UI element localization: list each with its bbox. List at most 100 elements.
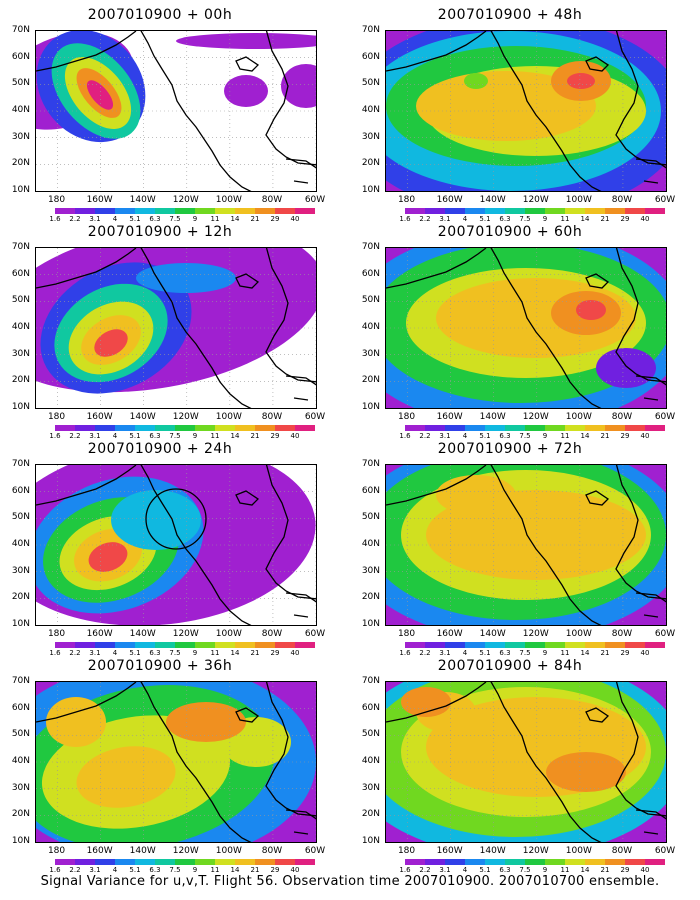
- map-panel-00h: 2007010900 + 00h 70N 60N 50N 40N 30N 20N 10N 18…: [0, 5, 340, 223]
- lat-tick-label: 10N: [11, 402, 30, 412]
- colorbar-swatch: [235, 859, 255, 865]
- colorbar-swatch: [645, 425, 665, 431]
- colorbar-swatch: [485, 642, 505, 648]
- colorbar-label: 9: [542, 432, 548, 440]
- lon-tick-label: 80W: [261, 412, 283, 422]
- coastline: [490, 248, 602, 408]
- coastline: [140, 682, 252, 842]
- coastline: [635, 158, 666, 184]
- colorbar-label: 6.3: [499, 649, 511, 657]
- panel-title: 2007010900 + 00h: [87, 7, 233, 23]
- colorbar-swatch: [485, 208, 505, 214]
- colorbar-swatch: [405, 642, 425, 648]
- coastline: [235, 56, 260, 72]
- colorbar-label: 21: [250, 215, 260, 223]
- colorbar-label: 1.6: [399, 215, 411, 223]
- lon-tick-label: 120W: [172, 846, 199, 856]
- colorbar: [385, 642, 665, 648]
- colorbar-swatch: [485, 425, 505, 431]
- lat-tick-label: 20N: [361, 375, 380, 386]
- colorbar-label: 14: [230, 432, 240, 440]
- coastline: [386, 31, 487, 72]
- colorbar-label: 6.3: [499, 432, 511, 440]
- map-panel-36h: 2007010900 + 36h 70N 60N 50N 40N 30N 20N 10N 18…: [0, 656, 340, 874]
- lat-tick-label: 50N: [361, 78, 380, 89]
- colorbar-label: 9: [542, 215, 548, 223]
- lon-tick-label: 120W: [522, 629, 549, 639]
- colorbar-swatch: [115, 859, 135, 865]
- colorbar: [35, 425, 315, 431]
- variance-contour: [401, 687, 451, 717]
- lon-tick-label: 60W: [304, 846, 326, 856]
- colorbar-swatch: [155, 642, 175, 648]
- lat-tick-label: 10N: [361, 185, 380, 195]
- colorbar-swatch: [275, 859, 295, 865]
- lon-tick-label: 80W: [611, 412, 633, 422]
- colorbar-label: 9: [192, 215, 198, 223]
- colorbar-swatch: [275, 642, 295, 648]
- colorbar-label: 5.1: [479, 432, 491, 440]
- lon-tick-label: 140W: [479, 412, 506, 422]
- colorbar-swatch: [35, 859, 55, 865]
- lat-tick-label: 10N: [361, 402, 380, 412]
- colorbar-swatch: [275, 425, 295, 431]
- lat-tick-label: 50N: [11, 295, 30, 306]
- colorbar-labels: 1.6 2.2 3.1 4 5.1 6.3 7.5 9 11 14 21 29 40: [35, 432, 315, 441]
- colorbar-swatch: [95, 859, 115, 865]
- variance-contour: [281, 64, 316, 108]
- lat-tick-label: 60N: [11, 485, 30, 496]
- colorbar-swatch: [425, 642, 445, 648]
- colorbar-swatch: [445, 859, 465, 865]
- colorbar-swatch: [255, 208, 275, 214]
- colorbar-label: 29: [270, 649, 280, 657]
- colorbar-label: 11: [560, 215, 570, 223]
- colorbar-label: 7.5: [519, 866, 531, 874]
- lon-tick-label: 180: [47, 195, 66, 205]
- lon-tick-label: 80W: [261, 846, 283, 856]
- lon-tick-label: 100W: [215, 195, 242, 205]
- colorbar-label: 21: [600, 649, 610, 657]
- colorbar-label: 29: [270, 215, 280, 223]
- lon-tick-label: 140W: [129, 412, 156, 422]
- colorbar-swatch: [235, 208, 255, 214]
- map-plot: [35, 247, 317, 409]
- colorbar-swatch: [55, 208, 75, 214]
- map-panel-84h: 2007010900 + 84h 70N 60N 50N 40N 30N 20N 10N 18…: [350, 656, 690, 874]
- colorbar-swatch: [645, 859, 665, 865]
- colorbar-swatch: [115, 425, 135, 431]
- colorbar-swatch: [135, 859, 155, 865]
- coastline: [285, 158, 316, 184]
- lat-tick-label: 40N: [361, 756, 380, 766]
- colorbar-label: 3.1: [89, 649, 101, 657]
- lat-tick-label: 70N: [11, 242, 30, 252]
- colorbar-swatch: [605, 425, 625, 431]
- colorbar-swatch: [525, 859, 545, 865]
- colorbar-swatch: [645, 642, 665, 648]
- colorbar-swatch: [295, 425, 315, 431]
- variance-contour: [224, 75, 268, 107]
- colorbar-label: 7.5: [169, 649, 181, 657]
- colorbar-label: 6.3: [149, 866, 161, 874]
- colorbar-swatch: [35, 425, 55, 431]
- lon-tick-label: 160W: [436, 629, 463, 639]
- coastline: [635, 809, 666, 835]
- colorbar-swatch: [525, 425, 545, 431]
- variance-field: [386, 31, 666, 191]
- lon-tick-label: 80W: [611, 846, 633, 856]
- colorbar-labels: 1.6 2.2 3.1 4 5.1 6.3 7.5 9 11 14 21 29 40: [35, 215, 315, 224]
- colorbar-labels: 1.6 2.2 3.1 4 5.1 6.3 7.5 9 11 14 21 29 40: [35, 649, 315, 658]
- colorbar-label: 29: [620, 432, 630, 440]
- map-plot: [385, 247, 667, 409]
- panel-title: 2007010900 + 72h: [437, 441, 583, 457]
- colorbar-swatch: [625, 208, 645, 214]
- lat-tick-label: 10N: [361, 619, 380, 629]
- lon-tick-label: 140W: [479, 846, 506, 856]
- colorbar-swatch: [135, 425, 155, 431]
- lon-tick-label: 100W: [565, 195, 592, 205]
- lat-tick-label: 40N: [361, 539, 380, 549]
- variance-contour: [567, 73, 595, 89]
- colorbar-swatch: [505, 425, 525, 431]
- colorbar-label: 1.6: [49, 649, 61, 657]
- colorbar-label: 2.2: [69, 432, 81, 440]
- colorbar-swatch: [445, 425, 465, 431]
